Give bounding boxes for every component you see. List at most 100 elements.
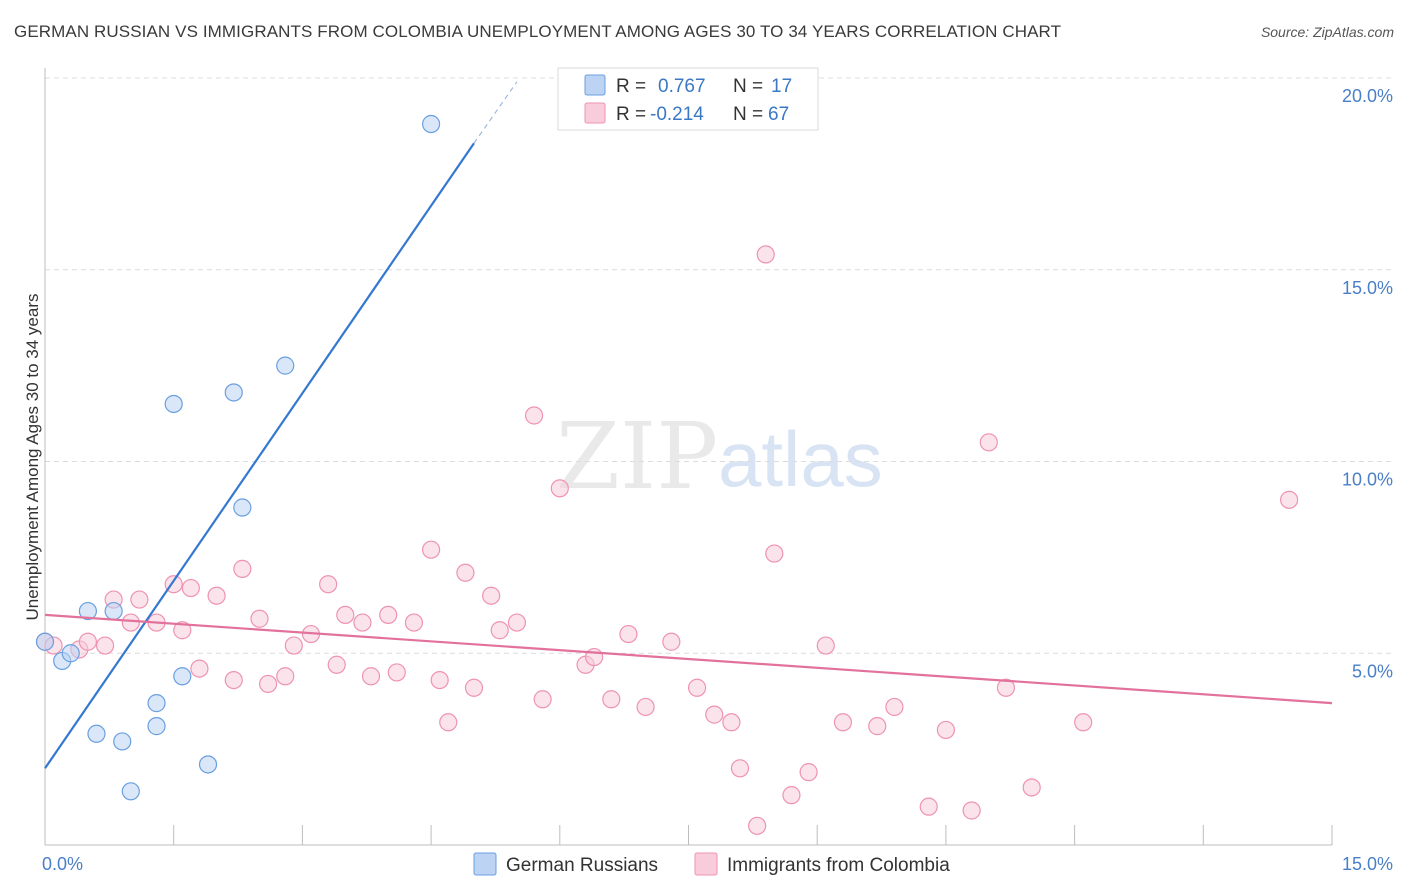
bottom-legend-label-german-russians: German Russians xyxy=(506,855,658,876)
colombia-point xyxy=(422,540,441,559)
colombia-point xyxy=(979,433,998,452)
german-russians-point xyxy=(121,782,140,801)
watermark-zip: ZIP xyxy=(556,403,718,510)
colombia-point xyxy=(207,586,226,605)
watermark: ZIP atlas xyxy=(556,403,883,510)
german-russians-point xyxy=(173,667,192,686)
bottom-legend: German Russians Immigrants from Colombia xyxy=(473,852,950,876)
colombia-point xyxy=(730,759,750,778)
legend-n-value: 17 xyxy=(771,76,792,97)
colombia-point xyxy=(456,563,475,582)
colombia-point xyxy=(756,245,775,264)
colombia-point xyxy=(181,578,200,598)
legend-swatch-blue xyxy=(584,74,606,96)
colombia-point xyxy=(1022,778,1041,797)
bottom-legend-swatch-immigrants-from-colombia xyxy=(694,852,718,876)
colombia-point xyxy=(833,713,853,732)
colombia-point xyxy=(507,613,527,632)
german-russians-point xyxy=(233,498,252,517)
colombia-point xyxy=(1279,490,1299,509)
german-russians-point xyxy=(147,717,166,736)
colombia-point xyxy=(482,586,501,605)
german-russians-point xyxy=(104,601,123,621)
german-russians-point xyxy=(276,356,295,375)
colombia-point xyxy=(687,678,707,697)
colombia-point xyxy=(224,670,243,690)
legend-r-label: R = xyxy=(616,76,646,97)
colombia-point xyxy=(636,697,655,717)
legend-n-label: N = xyxy=(733,76,763,97)
colombia-point xyxy=(490,621,509,640)
colombia-point xyxy=(885,697,904,717)
colombia-point xyxy=(1074,713,1093,732)
colombia-point xyxy=(868,717,887,736)
colombia-point xyxy=(250,609,269,628)
legend-n-value: 67 xyxy=(768,104,789,125)
colombia-point xyxy=(816,636,835,655)
chart-title: GERMAN RUSSIAN VS IMMIGRANTS FROM COLOMB… xyxy=(14,22,1062,41)
colombia-point xyxy=(782,786,801,805)
y-tick-label: 5.0% xyxy=(1352,661,1393,681)
bottom-legend-swatch-german-russians xyxy=(473,852,497,876)
legend-swatch-pink xyxy=(584,102,606,124)
axes xyxy=(44,68,1333,846)
colombia-point xyxy=(996,678,1016,697)
german-russians-point xyxy=(147,694,166,713)
german-russians-point xyxy=(78,601,98,621)
colombia-point xyxy=(95,636,115,655)
colombia-point xyxy=(533,690,552,709)
y-tick-labels: 5.0% 10.0% 15.0% 20.0% xyxy=(1342,86,1393,681)
colombia-point xyxy=(662,632,681,651)
colombia-point xyxy=(550,479,569,498)
y-tick-label: 15.0% xyxy=(1342,278,1393,298)
colombia-point xyxy=(327,655,346,674)
colombia-point xyxy=(936,720,956,740)
trend-lines xyxy=(44,81,1333,769)
bottom-legend-label-immigrants-from-colombia: Immigrants from Colombia xyxy=(727,855,950,876)
german-russians-point xyxy=(87,724,106,743)
source-credit: Source: ZipAtlas.com xyxy=(1260,24,1394,40)
x-tick-label: 15.0% xyxy=(1342,854,1393,874)
x-tick-labels: 0.0% 15.0% xyxy=(42,854,1393,874)
colombia-point xyxy=(336,605,355,625)
colombia-point xyxy=(722,713,741,732)
legend-r-value: 0.767 xyxy=(658,76,706,97)
colombia-point xyxy=(387,663,406,682)
colombia-point xyxy=(361,667,381,686)
german-russians-trend-extension xyxy=(473,81,518,144)
series-immigrants-from-colombia xyxy=(35,245,1299,835)
colombia-point xyxy=(353,613,372,632)
colombia-point xyxy=(121,613,140,632)
colombia-point xyxy=(799,763,818,782)
colombia-point xyxy=(524,406,544,425)
german-russians-point xyxy=(198,755,218,774)
series-german-russians xyxy=(35,114,441,801)
colombia-point xyxy=(430,670,449,690)
y-tick-label: 10.0% xyxy=(1342,470,1393,490)
y-tick-label: 20.0% xyxy=(1342,86,1393,106)
legend-n-label: N = xyxy=(733,104,763,125)
legend: R = 0.767 N = 17 R = -0.214 N = 67 xyxy=(557,67,819,131)
colombia-point xyxy=(919,797,938,816)
german-russians-point xyxy=(61,644,80,663)
german-russians-point xyxy=(224,383,243,402)
colombia-point xyxy=(962,801,981,820)
german-russians-point xyxy=(113,732,132,751)
x-tick-label: 0.0% xyxy=(42,854,83,874)
colombia-point xyxy=(464,678,484,697)
colombia-point xyxy=(233,559,252,578)
german-russians-point xyxy=(422,114,441,134)
colombia-point xyxy=(190,659,209,678)
colombia-point xyxy=(173,621,192,640)
colombia-point xyxy=(379,605,398,625)
colombia-point xyxy=(284,636,303,655)
german-russians-point xyxy=(164,394,183,414)
watermark-atlas: atlas xyxy=(718,415,883,503)
colombia-point xyxy=(602,690,621,709)
colombia-point xyxy=(748,816,767,835)
colombia-point xyxy=(765,544,784,563)
colombia-point xyxy=(276,667,295,686)
colombia-point xyxy=(439,713,458,732)
legend-r-value: -0.214 xyxy=(650,104,704,125)
